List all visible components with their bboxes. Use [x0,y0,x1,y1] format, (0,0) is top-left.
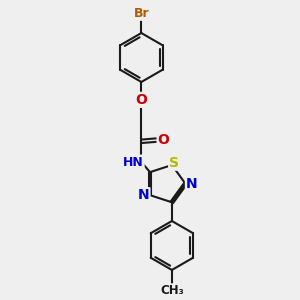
Text: Br: Br [134,7,149,20]
Text: HN: HN [123,156,144,169]
Text: S: S [169,156,179,170]
Text: N: N [138,188,149,202]
Text: O: O [158,133,169,147]
Text: CH₃: CH₃ [160,284,184,297]
Text: O: O [135,93,147,107]
Text: N: N [186,177,198,191]
